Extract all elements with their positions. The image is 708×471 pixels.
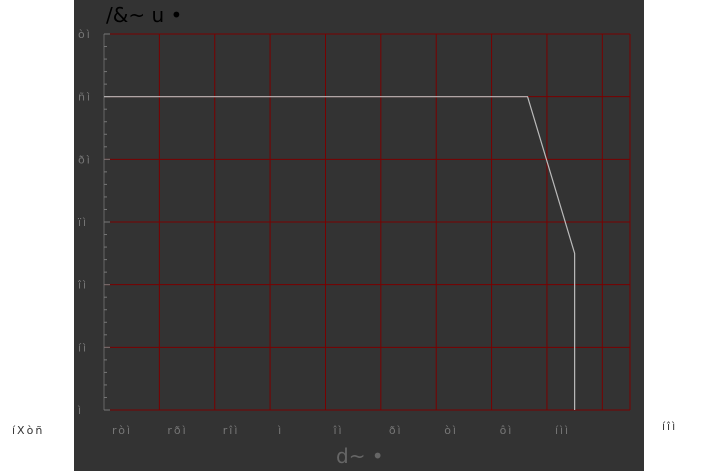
x-side-label: íXòñ bbox=[12, 424, 45, 437]
y-tick-label: ðì bbox=[78, 153, 92, 166]
x-tick-label: íìì bbox=[555, 424, 570, 437]
x-tick-label: rîì bbox=[223, 424, 240, 437]
x-tick-label: ì bbox=[277, 424, 283, 437]
chart-panel: òì ñì ðì ïì îì íì ì ròì rðì rîì ì îì ðì òì ôì íìì /&~ u… bbox=[74, 0, 644, 471]
y-tick-label: òì bbox=[78, 28, 92, 41]
grid bbox=[103, 33, 631, 411]
y-tick-label: ïì bbox=[77, 216, 88, 229]
y-tick-label: íì bbox=[78, 341, 88, 354]
x-tick-label-last: íîì bbox=[662, 420, 678, 433]
x-tick-label: òì bbox=[444, 424, 458, 437]
y-tick-label: ì bbox=[77, 404, 83, 417]
chart-title: /&~ u • bbox=[106, 3, 182, 27]
x-tick-label: ôì bbox=[500, 424, 514, 437]
x-tick-label: rðì bbox=[167, 424, 187, 437]
series bbox=[104, 96, 576, 410]
series-line bbox=[104, 96, 576, 410]
x-tick-label: ròì bbox=[112, 424, 132, 437]
y-tick-label: îì bbox=[77, 279, 88, 292]
y-tick-label: ñì bbox=[78, 91, 92, 104]
x-tick-label: ðì bbox=[389, 424, 403, 437]
y-axis bbox=[103, 33, 110, 411]
x-axis-label: d~ • bbox=[336, 444, 384, 468]
x-tick-label: îì bbox=[332, 424, 343, 437]
